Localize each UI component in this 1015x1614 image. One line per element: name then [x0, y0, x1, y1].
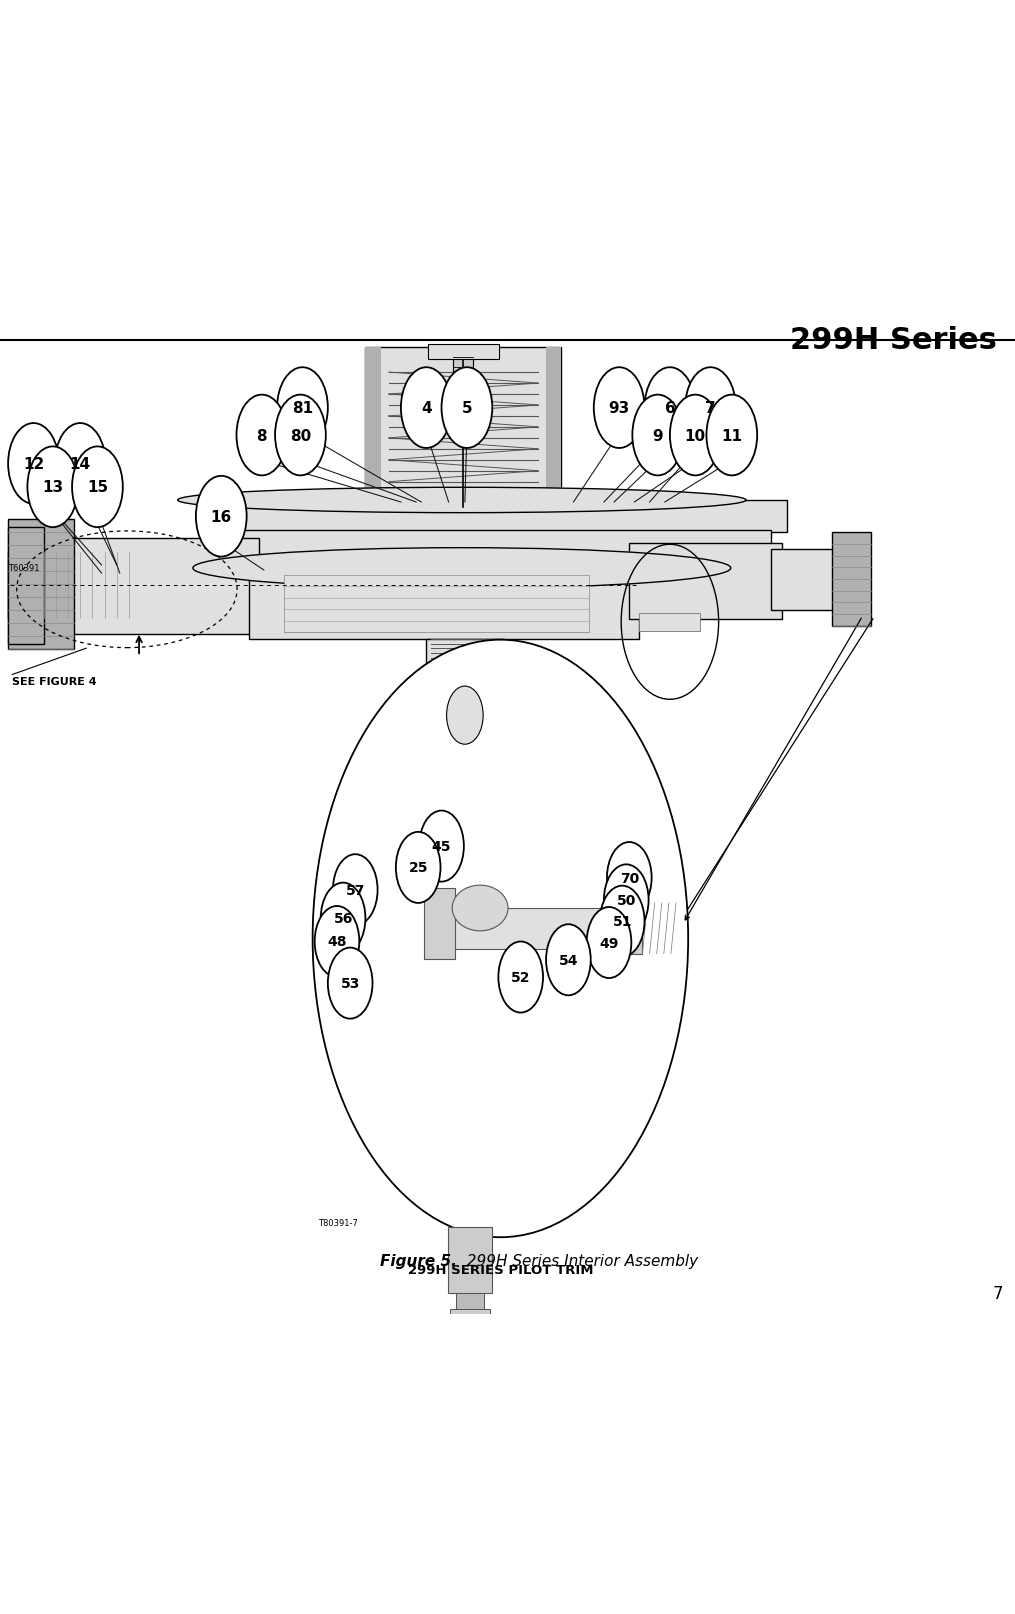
- Ellipse shape: [401, 368, 452, 449]
- Text: 4: 4: [421, 400, 431, 416]
- Ellipse shape: [604, 865, 649, 936]
- Text: 5: 5: [462, 400, 472, 416]
- Ellipse shape: [315, 907, 359, 978]
- Ellipse shape: [546, 925, 591, 996]
- Text: 14: 14: [70, 457, 90, 471]
- Bar: [546, 347, 561, 502]
- Text: 299H Series: 299H Series: [790, 326, 997, 355]
- Ellipse shape: [275, 395, 326, 476]
- Bar: [448, 1227, 492, 1293]
- Text: 81: 81: [292, 400, 313, 416]
- Text: 16: 16: [211, 510, 231, 525]
- Bar: [639, 613, 700, 631]
- Ellipse shape: [607, 843, 652, 914]
- Ellipse shape: [632, 395, 683, 476]
- Ellipse shape: [419, 812, 464, 883]
- Ellipse shape: [645, 368, 695, 449]
- Ellipse shape: [447, 686, 483, 744]
- Bar: [8, 520, 74, 650]
- Text: 50: 50: [616, 893, 636, 907]
- Ellipse shape: [193, 549, 731, 589]
- Text: 54: 54: [558, 954, 579, 967]
- Text: 93: 93: [609, 400, 629, 416]
- Bar: [249, 565, 639, 639]
- Text: 7: 7: [993, 1285, 1003, 1302]
- Ellipse shape: [196, 476, 247, 557]
- Text: 70: 70: [620, 872, 638, 884]
- Ellipse shape: [333, 855, 378, 926]
- Text: 299H Series Interior Assembly: 299H Series Interior Assembly: [457, 1254, 698, 1269]
- Bar: [233, 531, 771, 568]
- Ellipse shape: [27, 447, 78, 528]
- Bar: [426, 639, 503, 696]
- Bar: [456, 1293, 484, 1312]
- Bar: [629, 544, 782, 620]
- Ellipse shape: [8, 424, 59, 505]
- Text: 7: 7: [705, 400, 716, 416]
- Ellipse shape: [396, 833, 441, 904]
- Text: 10: 10: [685, 428, 705, 444]
- Ellipse shape: [328, 947, 373, 1018]
- Ellipse shape: [236, 395, 287, 476]
- Text: Figure 5.: Figure 5.: [380, 1254, 457, 1269]
- Ellipse shape: [313, 641, 688, 1238]
- Ellipse shape: [72, 447, 123, 528]
- Bar: [503, 980, 528, 988]
- Bar: [450, 1309, 490, 1322]
- Text: 13: 13: [43, 479, 63, 495]
- Text: 12: 12: [23, 457, 44, 471]
- Bar: [8, 554, 259, 618]
- Bar: [365, 347, 381, 502]
- Text: 53: 53: [340, 976, 360, 991]
- Bar: [450, 909, 617, 949]
- Bar: [8, 528, 44, 644]
- Ellipse shape: [706, 395, 757, 476]
- Text: 11: 11: [722, 428, 742, 444]
- Bar: [365, 347, 561, 502]
- Ellipse shape: [55, 424, 106, 505]
- Text: T80391-7: T80391-7: [318, 1219, 357, 1227]
- Bar: [284, 576, 589, 633]
- Text: 48: 48: [327, 935, 347, 949]
- Text: 57: 57: [345, 883, 365, 897]
- Bar: [832, 533, 871, 626]
- Bar: [453, 347, 473, 387]
- Ellipse shape: [452, 886, 509, 931]
- Ellipse shape: [587, 907, 631, 978]
- Text: 56: 56: [333, 912, 353, 925]
- Bar: [416, 692, 514, 707]
- Bar: [218, 500, 787, 533]
- Ellipse shape: [670, 395, 721, 476]
- Text: T60391: T60391: [8, 563, 40, 573]
- Ellipse shape: [685, 368, 736, 449]
- Text: 49: 49: [599, 936, 619, 951]
- Ellipse shape: [277, 368, 328, 449]
- Text: 15: 15: [87, 479, 108, 495]
- Text: 299H SERIES PILOT TRIM: 299H SERIES PILOT TRIM: [408, 1262, 593, 1275]
- Ellipse shape: [498, 943, 543, 1014]
- Text: 52: 52: [511, 970, 531, 985]
- Ellipse shape: [321, 883, 365, 954]
- Text: 9: 9: [653, 428, 663, 444]
- Text: SEE FIGURE 4: SEE FIGURE 4: [12, 676, 96, 686]
- Bar: [61, 537, 259, 634]
- Text: 80: 80: [290, 428, 311, 444]
- Bar: [428, 344, 498, 360]
- Ellipse shape: [594, 368, 645, 449]
- Text: 6: 6: [665, 400, 675, 416]
- Ellipse shape: [178, 487, 746, 513]
- Text: 45: 45: [431, 839, 452, 854]
- Bar: [612, 904, 642, 954]
- Text: 25: 25: [408, 860, 428, 875]
- Bar: [771, 549, 837, 610]
- Text: 8: 8: [257, 428, 267, 444]
- Bar: [424, 888, 455, 959]
- Ellipse shape: [600, 886, 645, 957]
- Text: 51: 51: [612, 915, 632, 928]
- Ellipse shape: [442, 368, 492, 449]
